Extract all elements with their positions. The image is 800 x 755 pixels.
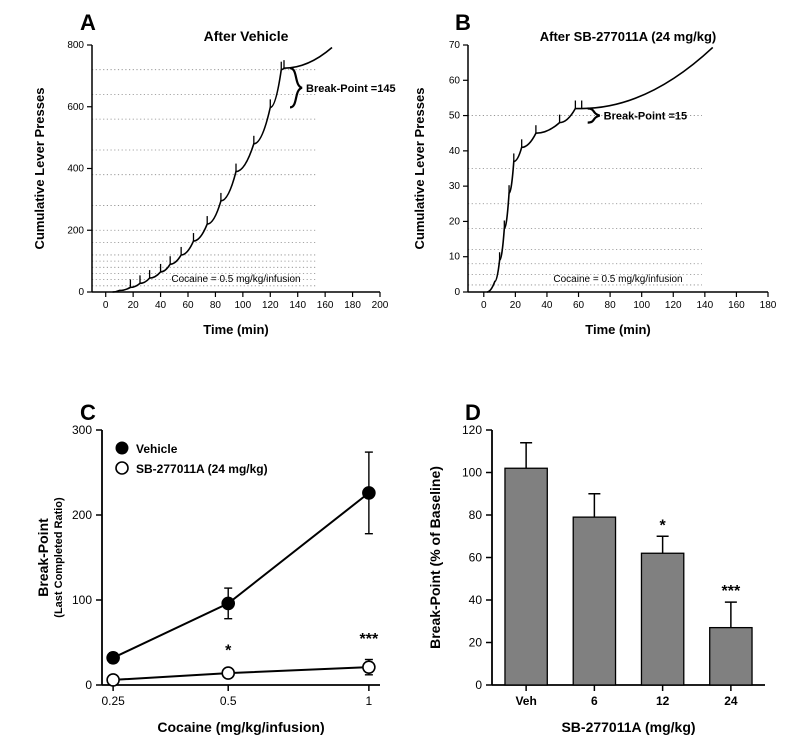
svg-text:600: 600 <box>67 102 84 113</box>
svg-text:After Vehicle: After Vehicle <box>204 28 289 44</box>
svg-text:0: 0 <box>454 287 460 298</box>
svg-text:***: *** <box>722 583 741 600</box>
svg-text:Veh: Veh <box>515 694 536 708</box>
svg-text:120: 120 <box>665 300 682 311</box>
panel-c: C 0.250.510100200300****VehicleSB-277011… <box>30 400 400 740</box>
svg-text:40: 40 <box>469 593 483 607</box>
svg-text:Cocaine = 0.5 mg/kg/infusion: Cocaine = 0.5 mg/kg/infusion <box>171 274 300 285</box>
svg-text:*: * <box>660 517 667 534</box>
svg-text:After SB-277011A (24 mg/kg): After SB-277011A (24 mg/kg) <box>540 29 717 44</box>
panel-a-label: A <box>80 10 96 36</box>
svg-text:6: 6 <box>591 694 598 708</box>
svg-text:(Last Completed Ratio): (Last Completed Ratio) <box>53 497 65 618</box>
svg-text:400: 400 <box>67 164 84 175</box>
svg-text:Cocaine = 0.5 mg/kg/infusion: Cocaine = 0.5 mg/kg/infusion <box>553 274 682 285</box>
svg-text:40: 40 <box>449 146 461 157</box>
svg-text:60: 60 <box>182 300 194 311</box>
panel-c-label: C <box>80 400 96 426</box>
svg-text:200: 200 <box>372 300 389 311</box>
svg-text:Cocaine (mg/kg/infusion): Cocaine (mg/kg/infusion) <box>157 719 324 735</box>
svg-text:Cumulative Lever Presses: Cumulative Lever Presses <box>32 88 47 250</box>
svg-text:20: 20 <box>469 636 483 650</box>
svg-text:0.25: 0.25 <box>101 694 125 708</box>
svg-text:80: 80 <box>605 300 617 311</box>
svg-text:0.5: 0.5 <box>220 694 237 708</box>
svg-text:20: 20 <box>449 216 461 227</box>
svg-text:SB-277011A (24 mg/kg): SB-277011A (24 mg/kg) <box>136 462 268 476</box>
panel-b-label: B <box>455 10 471 36</box>
panel-b: B After SB-277011A (24 mg/kg) Break-Point… <box>410 10 790 340</box>
svg-text:30: 30 <box>449 181 461 192</box>
svg-text:12: 12 <box>656 694 670 708</box>
svg-text:*: * <box>225 642 232 659</box>
svg-text:40: 40 <box>541 300 553 311</box>
svg-text:SB-277011A (mg/kg): SB-277011A (mg/kg) <box>561 719 695 735</box>
svg-text:Break-Point =15: Break-Point =15 <box>604 111 687 123</box>
svg-text:Cumulative Lever Presses: Cumulative Lever Presses <box>412 88 427 250</box>
svg-text:Break-Point =145: Break-Point =145 <box>306 83 396 95</box>
svg-text:20: 20 <box>510 300 522 311</box>
svg-text:60: 60 <box>573 300 585 311</box>
svg-text:Vehicle: Vehicle <box>136 442 178 456</box>
svg-text:50: 50 <box>449 111 461 122</box>
svg-text:70: 70 <box>449 40 461 51</box>
svg-text:100: 100 <box>633 300 650 311</box>
svg-text:0: 0 <box>475 678 482 692</box>
svg-text:Time (min): Time (min) <box>203 322 269 337</box>
svg-text:140: 140 <box>696 300 713 311</box>
svg-text:80: 80 <box>210 300 222 311</box>
svg-text:100: 100 <box>462 466 482 480</box>
svg-text:120: 120 <box>262 300 279 311</box>
svg-text:0: 0 <box>85 678 92 692</box>
panel-c-svg: 0.250.510100200300****VehicleSB-277011A … <box>30 400 400 740</box>
svg-text:10: 10 <box>449 252 461 263</box>
svg-text:Break-Point (% of Baseline): Break-Point (% of Baseline) <box>427 466 443 649</box>
svg-text:Time (min): Time (min) <box>585 322 651 337</box>
svg-text:20: 20 <box>128 300 140 311</box>
svg-text:60: 60 <box>449 75 461 86</box>
svg-text:40: 40 <box>155 300 167 311</box>
svg-text:180: 180 <box>760 300 777 311</box>
panel-b-svg: After SB-277011A (24 mg/kg) Break-Point =… <box>410 10 790 340</box>
svg-text:24: 24 <box>724 694 738 708</box>
svg-text:0: 0 <box>78 287 84 298</box>
svg-text:160: 160 <box>728 300 745 311</box>
panel-a-svg: After Vehicle Break-Point =145 Cocaine = 0… <box>30 10 400 340</box>
svg-text:200: 200 <box>72 508 92 522</box>
figure-root: A After Vehicle Break-Point =145 Cocaine =… <box>0 0 800 755</box>
svg-text:140: 140 <box>289 300 306 311</box>
svg-text:200: 200 <box>67 225 84 236</box>
svg-text:60: 60 <box>469 551 483 565</box>
svg-text:800: 800 <box>67 40 84 51</box>
svg-text:***: *** <box>360 631 379 648</box>
svg-text:0: 0 <box>481 300 487 311</box>
svg-text:180: 180 <box>344 300 361 311</box>
svg-text:160: 160 <box>317 300 334 311</box>
svg-text:80: 80 <box>469 508 483 522</box>
svg-text:100: 100 <box>72 593 92 607</box>
svg-text:100: 100 <box>235 300 252 311</box>
svg-text:Break-Point: Break-Point <box>35 518 51 597</box>
panel-d-svg: 020406080100120Veh61224****SB-277011A (m… <box>420 400 780 740</box>
svg-text:1: 1 <box>366 694 373 708</box>
panel-d: D 020406080100120Veh61224****SB-277011A … <box>420 400 780 740</box>
panel-a: A After Vehicle Break-Point =145 Cocaine =… <box>30 10 400 340</box>
svg-text:0: 0 <box>103 300 109 311</box>
panel-d-label: D <box>465 400 481 426</box>
